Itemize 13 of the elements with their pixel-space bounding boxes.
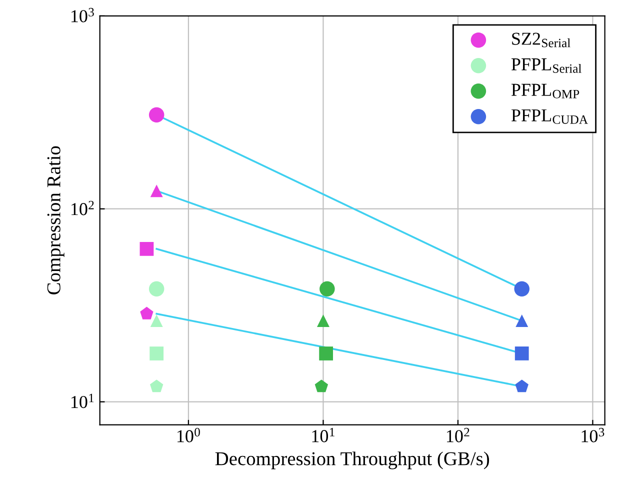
x-tick-label: 10$^{1}$ [312, 428, 334, 442]
x-tick-label: 10$^{2}$ [447, 428, 470, 442]
y-tick-label: 10$^{1}$ [71, 394, 94, 408]
x-axis-title: Decompression Throughput (GB/s) [215, 452, 490, 470]
y-axis-title: Compression Ratio [47, 146, 64, 294]
y-tick-label: 10$^{3}$ [71, 8, 94, 22]
legend-label: PFPL$_{CUDA}$ [511, 109, 588, 124]
x-tick-label: 10$^{3}$ [582, 428, 604, 442]
y-tick-label: 10$^{2}$ [71, 200, 94, 216]
legend-label: SZ2$_{Serial}$ [512, 32, 570, 48]
legend-label: PFPL$_{Serial}$ [511, 58, 582, 73]
x-tick-label: 10$^{0}$ [178, 428, 200, 442]
legend-label: PFPL$_{OMP}$ [511, 84, 580, 98]
